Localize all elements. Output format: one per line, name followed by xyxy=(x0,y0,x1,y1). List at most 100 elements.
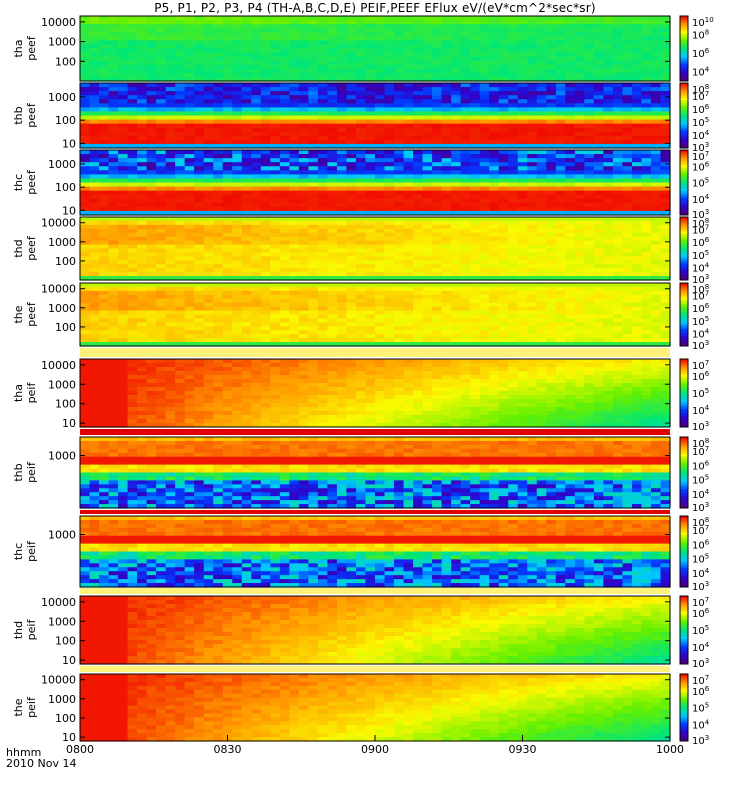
spectrogram-cell xyxy=(175,342,186,347)
spectrogram-cell xyxy=(80,186,91,192)
spectrogram-cell xyxy=(593,244,604,250)
spectrogram-cell xyxy=(317,28,329,33)
spectrogram-cell xyxy=(298,198,309,204)
spectrogram-cell xyxy=(546,322,557,327)
spectrogram-cell xyxy=(241,202,252,208)
spectrogram-cell xyxy=(222,272,233,277)
spectrogram-cell xyxy=(593,72,604,78)
spectrogram-cell xyxy=(384,143,395,149)
spectrogram-cell xyxy=(460,119,471,125)
spectrogram-cell xyxy=(89,174,100,180)
spectrogram-cell xyxy=(565,338,576,343)
spectrogram-cell xyxy=(260,302,271,308)
spectrogram-cell xyxy=(251,107,262,113)
spectrogram-cell xyxy=(270,228,281,234)
spectrogram-cell xyxy=(631,123,643,129)
spectrogram-cell xyxy=(308,202,319,208)
spectrogram-cell xyxy=(317,326,329,331)
spectrogram-cell xyxy=(194,252,205,257)
spectrogram-cell xyxy=(308,217,319,222)
spectrogram-cell xyxy=(565,178,576,184)
spectrogram-cell xyxy=(641,83,652,88)
spectrogram-cell xyxy=(517,276,528,281)
spectrogram-cell xyxy=(184,68,195,74)
spectrogram-cell xyxy=(517,107,528,113)
spectrogram-cell xyxy=(80,83,91,88)
colorbar-cell xyxy=(680,106,688,110)
spectrogram-cell xyxy=(327,68,338,74)
spectrogram-cell xyxy=(289,107,300,113)
colorbar-cell xyxy=(680,154,688,157)
spectrogram-cell xyxy=(232,174,243,180)
spectrogram-cell xyxy=(289,232,300,238)
spectrogram-cell xyxy=(270,198,281,204)
spectrogram-cell xyxy=(184,154,195,159)
spectrogram-cell xyxy=(80,334,91,339)
spectrogram-cell xyxy=(213,206,224,212)
spectrogram-cell xyxy=(593,252,604,257)
spectrogram-cell xyxy=(508,166,519,171)
spectrogram-cell xyxy=(527,174,538,180)
spectrogram-cell xyxy=(555,318,566,323)
spectrogram-cell xyxy=(460,48,471,54)
spectrogram-cell xyxy=(222,190,233,196)
spectrogram-cell xyxy=(165,244,176,250)
spectrogram-cell xyxy=(489,206,500,212)
spectrogram-cell xyxy=(479,202,490,208)
spectrogram-cell xyxy=(555,194,566,200)
spectrogram-cell xyxy=(650,20,662,25)
spectrogram-cell xyxy=(565,95,576,100)
spectrogram-cell xyxy=(394,166,405,171)
spectrogram-cell xyxy=(355,40,367,46)
spectrogram-cell xyxy=(441,318,452,323)
spectrogram-cell xyxy=(99,119,110,125)
spectrogram-cell xyxy=(422,143,433,149)
spectrogram-cell xyxy=(175,306,186,312)
spectrogram-cell xyxy=(517,135,528,141)
spectrogram-cell xyxy=(165,264,176,269)
spectrogram-cell xyxy=(317,99,329,104)
spectrogram-cell xyxy=(165,154,176,159)
spectrogram-cell xyxy=(593,202,604,208)
spectrogram-cell xyxy=(536,91,547,96)
spectrogram-cell xyxy=(432,330,443,335)
spectrogram-cell xyxy=(232,186,243,192)
spectrogram-cell xyxy=(260,32,271,37)
spectrogram-cell xyxy=(346,256,357,261)
spectrogram-cell xyxy=(555,68,566,74)
spectrogram-cell xyxy=(403,154,414,159)
spectrogram-cell xyxy=(270,44,281,50)
spectrogram-cell xyxy=(441,190,452,196)
spectrogram-cell xyxy=(298,338,309,343)
spectrogram-cell xyxy=(99,186,110,192)
spectrogram-cell xyxy=(631,166,643,171)
panel-frame xyxy=(79,15,671,82)
spectrogram-cell xyxy=(631,28,643,33)
spectrogram-cell xyxy=(80,154,91,159)
spectrogram-cell xyxy=(593,56,604,62)
spectrogram-cell xyxy=(479,283,490,288)
spectrogram-cell xyxy=(641,252,652,257)
spectrogram-cell xyxy=(451,99,462,104)
spectrogram-cell xyxy=(660,83,671,88)
spectrogram-cell xyxy=(336,87,348,92)
spectrogram-cell xyxy=(308,206,319,212)
spectrogram-cell xyxy=(508,194,519,200)
spectrogram-cell xyxy=(375,310,386,316)
spectrogram-cell xyxy=(432,87,443,92)
spectrogram-cell xyxy=(108,264,119,269)
spectrogram-cell xyxy=(460,40,471,46)
spectrogram-cell xyxy=(270,342,281,347)
spectrogram-cell xyxy=(422,210,433,216)
spectrogram-cell xyxy=(336,294,348,300)
spectrogram-cell xyxy=(156,256,167,261)
spectrogram-cell xyxy=(336,40,348,46)
spectrogram-cell xyxy=(365,338,376,343)
spectrogram-cell xyxy=(432,224,443,230)
spectrogram-cell xyxy=(184,60,195,66)
spectrogram-cell xyxy=(622,20,633,25)
spectrogram-cell xyxy=(270,202,281,208)
spectrogram-cell xyxy=(260,119,271,125)
spectrogram-cell xyxy=(489,174,500,180)
spectrogram-cell xyxy=(279,252,290,257)
